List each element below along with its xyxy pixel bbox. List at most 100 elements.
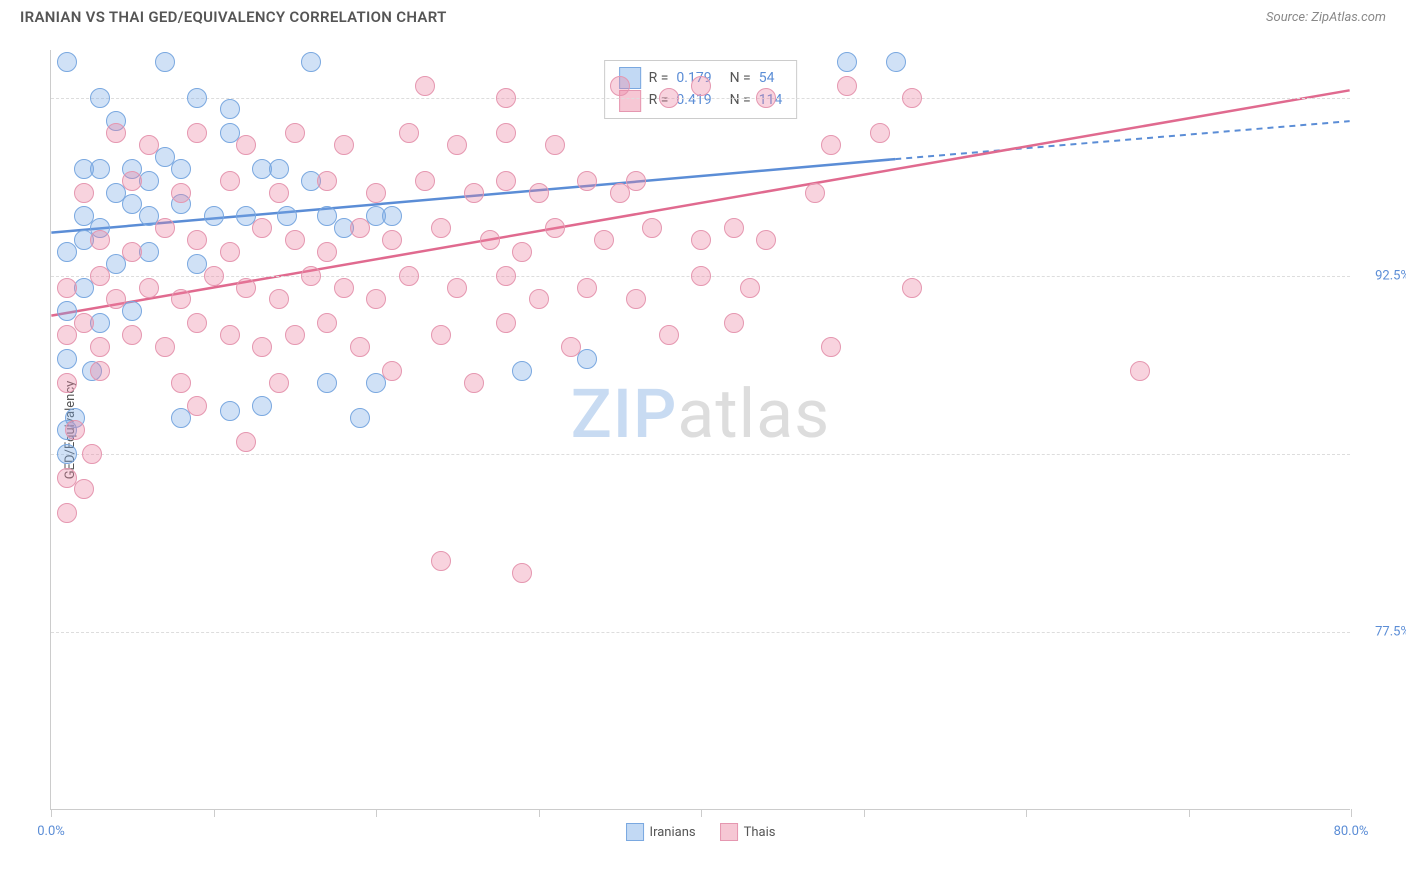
data-point bbox=[220, 325, 240, 345]
watermark-atlas: atlas bbox=[677, 374, 830, 454]
data-point bbox=[350, 218, 370, 238]
data-point bbox=[366, 289, 386, 309]
data-point bbox=[334, 278, 354, 298]
data-point bbox=[756, 230, 776, 250]
y-tick-label: 77.5% bbox=[1375, 624, 1406, 639]
data-point bbox=[204, 206, 224, 226]
data-point bbox=[431, 551, 451, 571]
data-point bbox=[496, 123, 516, 143]
data-point bbox=[317, 313, 337, 333]
data-point bbox=[415, 171, 435, 191]
data-point bbox=[187, 313, 207, 333]
data-point bbox=[106, 123, 126, 143]
data-point bbox=[269, 289, 289, 309]
data-point bbox=[366, 183, 386, 203]
data-point bbox=[512, 242, 532, 262]
data-point bbox=[74, 479, 94, 499]
x-tick bbox=[51, 809, 52, 817]
data-point bbox=[82, 444, 102, 464]
data-point bbox=[106, 289, 126, 309]
data-point bbox=[155, 337, 175, 357]
data-point bbox=[821, 337, 841, 357]
data-point bbox=[74, 313, 94, 333]
legend-n-label: N = bbox=[730, 89, 751, 111]
data-point bbox=[610, 76, 630, 96]
x-tick-label: 80.0% bbox=[1334, 824, 1369, 839]
x-tick bbox=[1189, 809, 1190, 817]
data-point bbox=[285, 230, 305, 250]
y-gridline bbox=[51, 98, 1350, 99]
data-point bbox=[691, 266, 711, 286]
data-point bbox=[837, 76, 857, 96]
legend-swatch bbox=[720, 823, 738, 841]
data-point bbox=[57, 278, 77, 298]
x-tick-label: 0.0% bbox=[37, 824, 65, 839]
data-point bbox=[317, 171, 337, 191]
data-point bbox=[139, 135, 159, 155]
data-point bbox=[155, 52, 175, 72]
data-point bbox=[171, 373, 191, 393]
trend-line-extrapolated bbox=[895, 121, 1349, 159]
chart-plot-area: GED/Equivalency ZIPatlas R =0.179N =54R … bbox=[50, 50, 1350, 810]
data-point bbox=[902, 278, 922, 298]
data-point bbox=[415, 76, 435, 96]
series-legend-item: Thais bbox=[720, 823, 776, 841]
data-point bbox=[317, 373, 337, 393]
data-point bbox=[382, 206, 402, 226]
data-point bbox=[252, 396, 272, 416]
legend-n-value: 54 bbox=[759, 67, 775, 89]
data-point bbox=[187, 88, 207, 108]
trend-lines-layer bbox=[51, 50, 1350, 809]
data-point bbox=[594, 230, 614, 250]
watermark: ZIPatlas bbox=[571, 374, 831, 454]
data-point bbox=[139, 278, 159, 298]
data-point bbox=[399, 123, 419, 143]
data-point bbox=[447, 135, 467, 155]
data-point bbox=[204, 266, 224, 286]
data-point bbox=[382, 361, 402, 381]
data-point bbox=[269, 373, 289, 393]
data-point bbox=[561, 337, 581, 357]
data-point bbox=[545, 135, 565, 155]
data-point bbox=[545, 218, 565, 238]
data-point bbox=[301, 266, 321, 286]
legend-n-label: N = bbox=[730, 67, 751, 89]
data-point bbox=[220, 401, 240, 421]
data-point bbox=[122, 242, 142, 262]
data-point bbox=[577, 278, 597, 298]
data-point bbox=[171, 183, 191, 203]
series-legend: IraniansThais bbox=[626, 823, 776, 841]
data-point bbox=[529, 289, 549, 309]
data-point bbox=[171, 159, 191, 179]
data-point bbox=[220, 171, 240, 191]
x-tick bbox=[864, 809, 865, 817]
data-point bbox=[317, 242, 337, 262]
data-point bbox=[301, 52, 321, 72]
data-point bbox=[220, 242, 240, 262]
data-point bbox=[74, 183, 94, 203]
data-point bbox=[334, 135, 354, 155]
y-gridline bbox=[51, 632, 1350, 633]
data-point bbox=[90, 361, 110, 381]
data-point bbox=[122, 171, 142, 191]
y-tick-label: 92.5% bbox=[1375, 268, 1406, 283]
data-point bbox=[464, 373, 484, 393]
watermark-zip: ZIP bbox=[571, 374, 678, 454]
legend-swatch bbox=[626, 823, 644, 841]
data-point bbox=[187, 123, 207, 143]
x-tick bbox=[376, 809, 377, 817]
data-point bbox=[1130, 361, 1150, 381]
data-point bbox=[821, 135, 841, 155]
data-point bbox=[496, 171, 516, 191]
data-point bbox=[350, 337, 370, 357]
data-point bbox=[691, 230, 711, 250]
data-point bbox=[626, 289, 646, 309]
data-point bbox=[277, 206, 297, 226]
legend-r-label: R = bbox=[649, 67, 669, 89]
data-point bbox=[805, 183, 825, 203]
data-point bbox=[431, 325, 451, 345]
data-point bbox=[691, 76, 711, 96]
data-point bbox=[252, 218, 272, 238]
data-point bbox=[577, 349, 597, 369]
data-point bbox=[529, 183, 549, 203]
